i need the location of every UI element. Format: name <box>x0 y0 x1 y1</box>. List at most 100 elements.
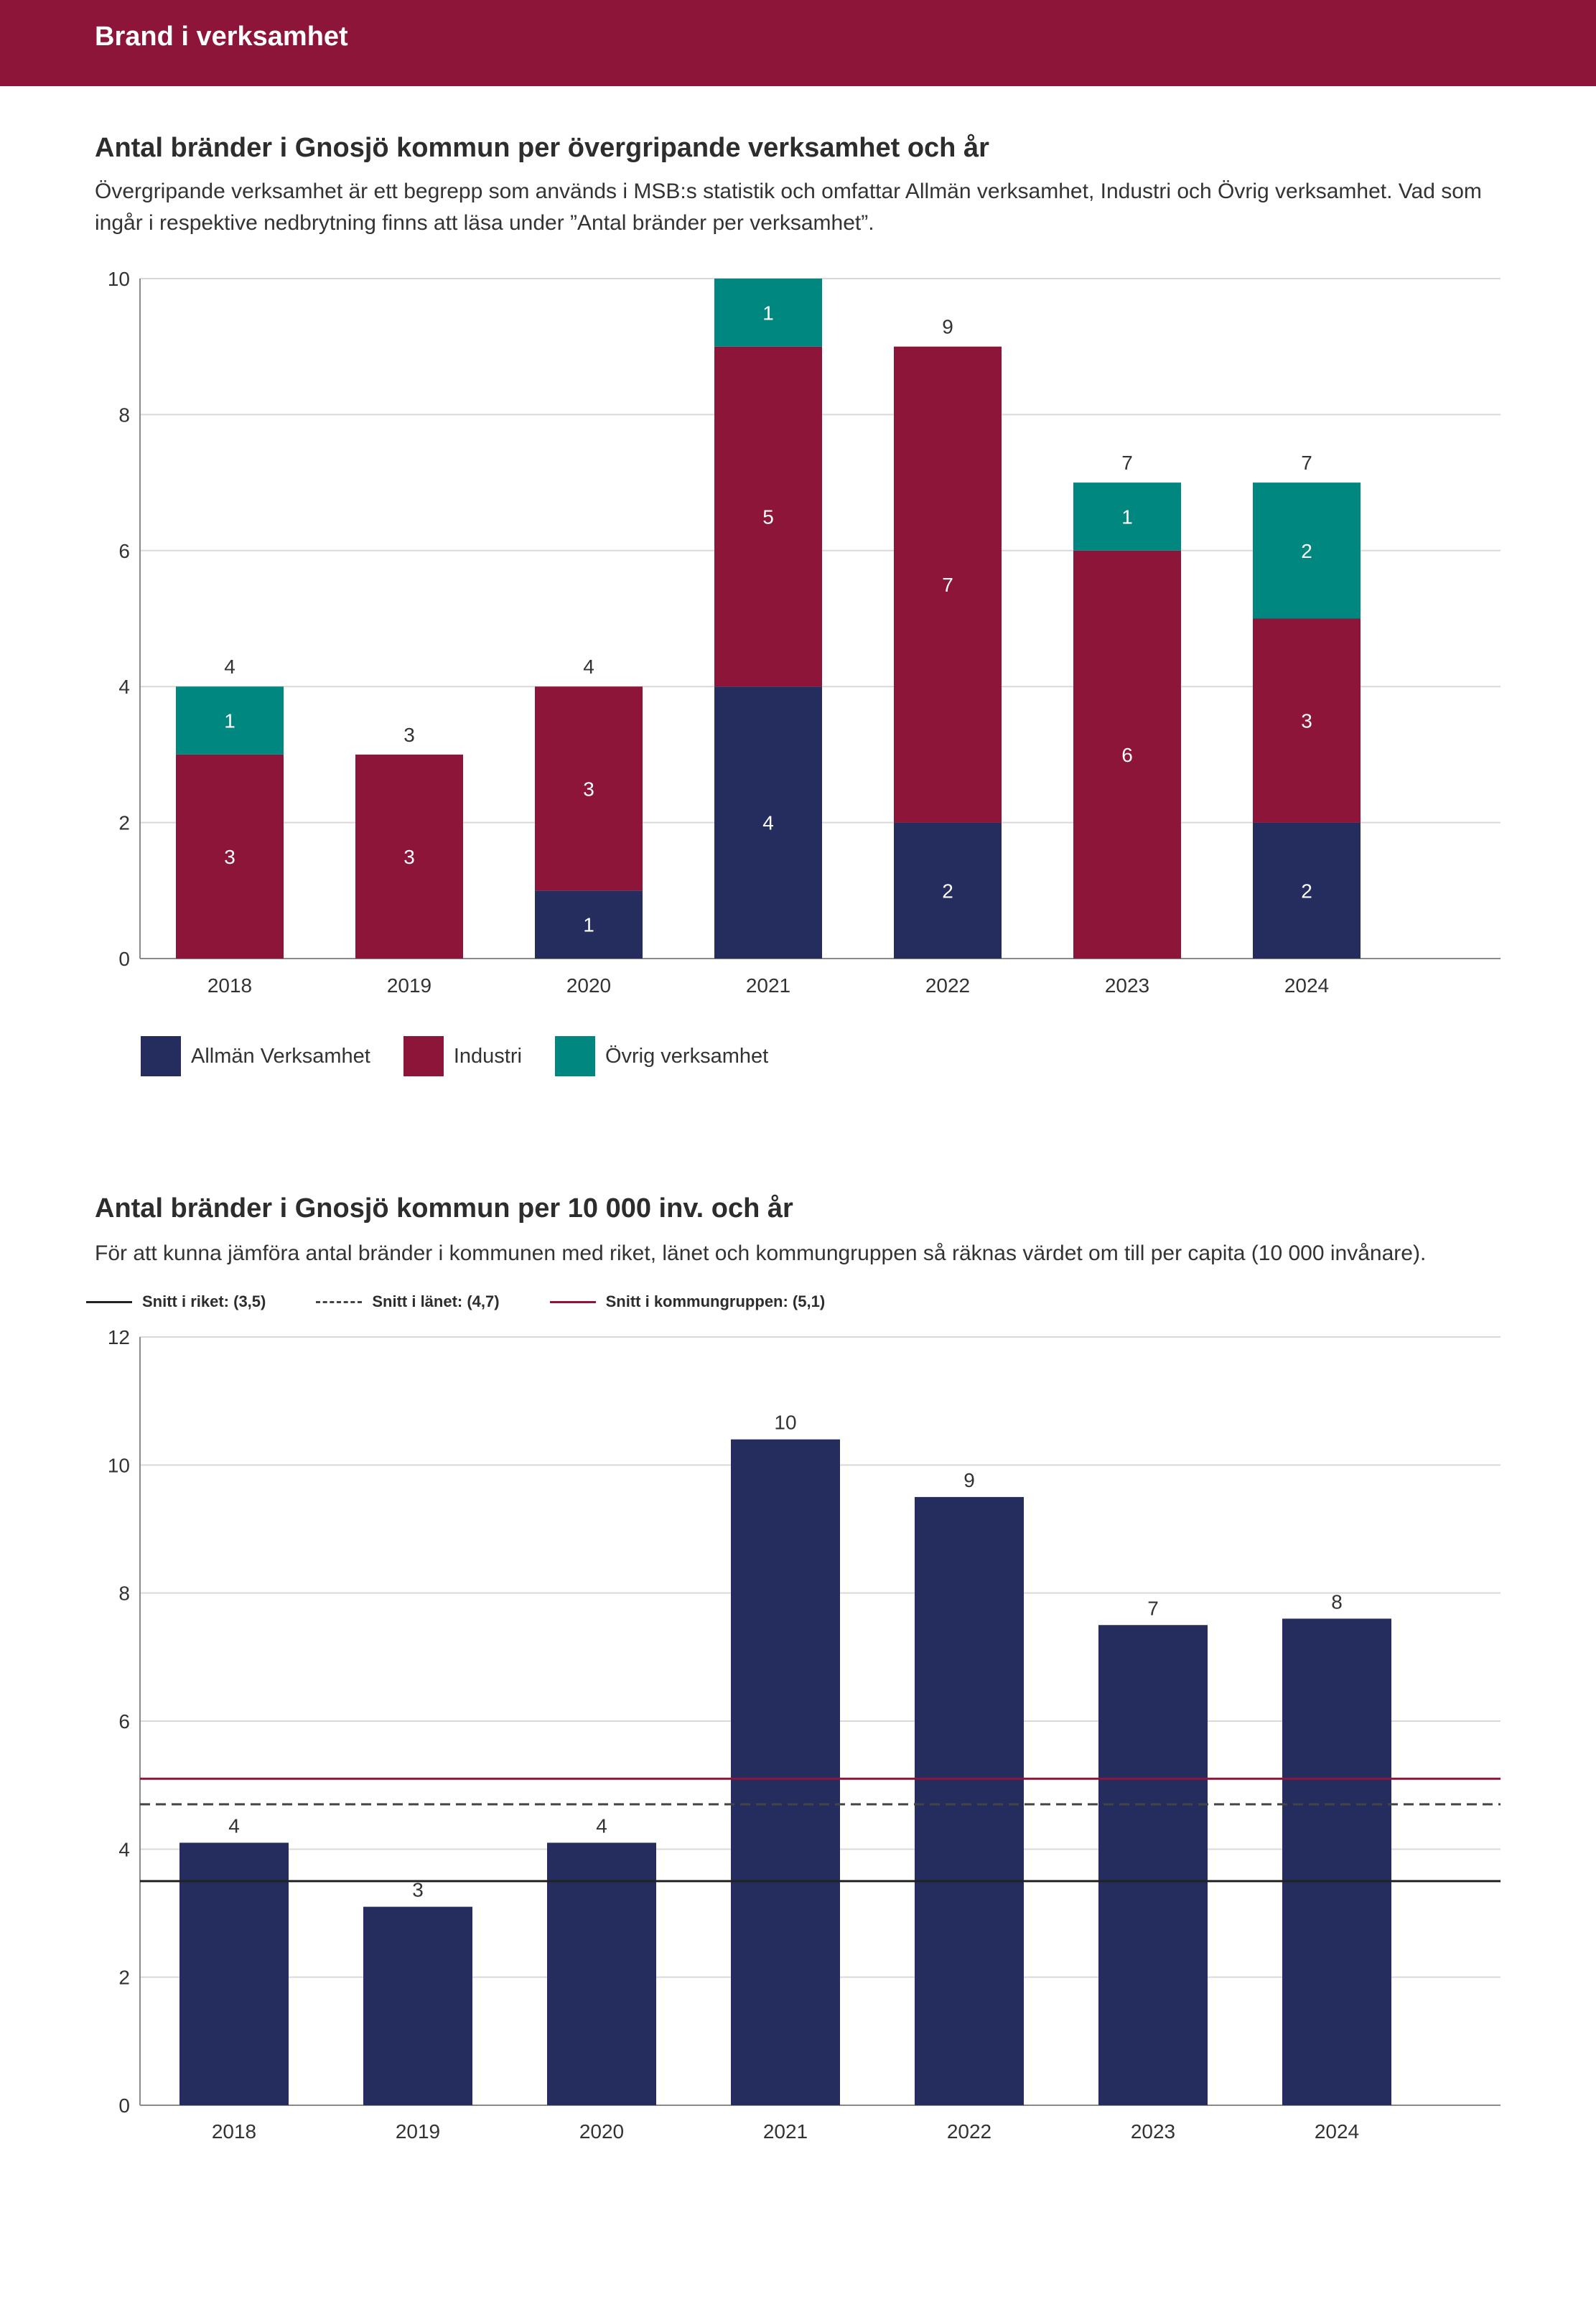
ref-legend-lanet: Snitt i länet: (4,7) <box>316 1292 500 1311</box>
x-tick-label: 2018 <box>207 974 252 997</box>
ref-swatch-lanet <box>316 1300 363 1303</box>
y-tick-label: 0 <box>118 948 130 970</box>
segment-label: 1 <box>583 914 594 936</box>
bar-segment <box>714 346 822 687</box>
bar-segment <box>535 686 643 891</box>
y-tick-label: 2 <box>118 812 130 834</box>
segment-label: 1 <box>762 302 774 324</box>
x-tick-label: 2021 <box>763 2120 808 2143</box>
x-tick-label: 2024 <box>1315 2120 1359 2143</box>
bar-segment <box>1253 618 1361 823</box>
x-tick-label: 2022 <box>925 974 970 997</box>
ref-label-kommungrupp: Snitt i kommungruppen: (5,1) <box>605 1292 826 1310</box>
bar-segment <box>355 754 463 959</box>
y-tick-label: 10 <box>108 1454 130 1476</box>
segment-label: 6 <box>1121 744 1133 766</box>
bar-segment <box>1253 822 1361 959</box>
bar-segment <box>176 686 284 755</box>
total-label: 3 <box>403 724 415 746</box>
x-tick-label: 2019 <box>396 2120 440 2143</box>
chart2-title: Antal bränder i Gnosjö kommun per 10 000… <box>95 1193 793 1224</box>
total-label: 4 <box>224 656 235 678</box>
y-tick-label: 8 <box>118 1583 130 1605</box>
stacked-bar-chart: 0 2 4 6 8 10 3 1 4 2018 3 3 2019 1 3 4 2020 4 5 1 2021 2 7 9 202… <box>108 268 1501 997</box>
bar-segment <box>1253 483 1361 619</box>
chart1-legend: Allmän Verksamhet Industri Övrig verksam… <box>141 1036 801 1076</box>
bar <box>1282 1618 1391 2105</box>
y-tick-label: 0 <box>118 2094 130 2117</box>
value-label: 4 <box>228 1814 240 1837</box>
value-label: 7 <box>1147 1597 1159 1619</box>
per-capita-bar-chart: 0 2 4 6 8 10 12 4 2018 3 2019 4 2020 10 2021 9 2022 7 2023… <box>108 1326 1501 2143</box>
bar <box>363 1906 472 2105</box>
chart1-title: Antal bränder i Gnosjö kommun per övergr… <box>95 133 989 163</box>
bar-segment <box>714 686 822 959</box>
x-tick-label: 2022 <box>947 2120 991 2143</box>
legend-item-industri: Industri <box>403 1036 522 1076</box>
y-tick-label: 12 <box>108 1326 130 1348</box>
x-tick-label: 2023 <box>1131 2120 1175 2143</box>
segment-label: 7 <box>942 574 953 596</box>
chart1-description: Övergripande verksamhet är ett begrepp s… <box>95 180 1482 235</box>
segment-label: 3 <box>1301 710 1312 732</box>
segment-label: 1 <box>1121 505 1133 528</box>
x-tick-label: 2019 <box>387 974 431 997</box>
value-label: 4 <box>596 1814 607 1837</box>
total-label: 7 <box>1121 452 1133 474</box>
legend-label-industri: Industri <box>453 1044 522 1068</box>
legend-label-ovrig: Övrig verksamhet <box>605 1044 769 1068</box>
x-tick-label: 2023 <box>1105 974 1149 997</box>
value-label: 9 <box>963 1469 975 1491</box>
ref-legend-kommungrupp: Snitt i kommungruppen: (5,1) <box>549 1292 826 1311</box>
bar-segment <box>894 822 1002 959</box>
y-tick-label: 2 <box>118 1967 130 1989</box>
bar-segment <box>894 346 1002 823</box>
bar-segment <box>1073 550 1181 959</box>
bar <box>915 1496 1024 2105</box>
value-label: 10 <box>774 1412 796 1434</box>
x-tick-label: 2024 <box>1284 974 1329 997</box>
total-label: 4 <box>583 656 594 678</box>
y-tick-label: 4 <box>118 1838 130 1860</box>
legend-swatch-ovrig <box>554 1036 595 1076</box>
header-title: Brand i verksamhet <box>95 22 348 52</box>
total-label: 9 <box>942 316 953 338</box>
page-header: Brand i verksamhet <box>0 0 1596 86</box>
segment-label: 4 <box>762 812 774 834</box>
x-tick-label: 2021 <box>746 974 790 997</box>
bar-segment <box>535 890 643 959</box>
value-label: 8 <box>1331 1590 1343 1613</box>
y-tick-label: 4 <box>118 676 130 698</box>
bar-segment <box>176 754 284 959</box>
segment-label: 3 <box>403 846 415 868</box>
ref-swatch-riket <box>86 1300 132 1303</box>
value-label: 3 <box>412 1879 424 1901</box>
ref-legend-riket: Snitt i riket: (3,5) <box>86 1292 266 1311</box>
segment-label: 3 <box>583 778 594 800</box>
bar <box>731 1439 840 2105</box>
x-tick-label: 2018 <box>212 2120 256 2143</box>
segment-label: 2 <box>1301 880 1312 902</box>
segment-label: 5 <box>762 505 774 528</box>
y-tick-label: 8 <box>118 404 130 426</box>
ref-swatch-kommungrupp <box>549 1300 596 1303</box>
ref-label-lanet: Snitt i länet: (4,7) <box>372 1292 500 1310</box>
y-tick-label: 6 <box>118 1710 130 1733</box>
chart2-description: För att kunna jämföra antal bränder i ko… <box>95 1241 1427 1265</box>
legend-label-allman: Allmän Verksamhet <box>191 1044 370 1068</box>
bar <box>179 1842 289 2105</box>
x-tick-label: 2020 <box>566 974 611 997</box>
segment-label: 2 <box>1301 540 1312 562</box>
segment-label: 1 <box>224 710 235 732</box>
ref-label-riket: Snitt i riket: (3,5) <box>142 1292 266 1310</box>
y-tick-label: 6 <box>118 540 130 562</box>
legend-swatch-industri <box>403 1036 444 1076</box>
bar <box>547 1842 656 2105</box>
bar <box>1098 1625 1208 2105</box>
legend-swatch-allman <box>141 1036 181 1076</box>
reference-lines-legend: Snitt i riket: (3,5) Snitt i länet: (4,7… <box>86 1292 875 1311</box>
legend-item-allman: Allmän Verksamhet <box>141 1036 370 1076</box>
segment-label: 3 <box>224 846 235 868</box>
legend-item-ovrig: Övrig verksamhet <box>554 1036 769 1076</box>
bar-segment <box>714 279 822 347</box>
